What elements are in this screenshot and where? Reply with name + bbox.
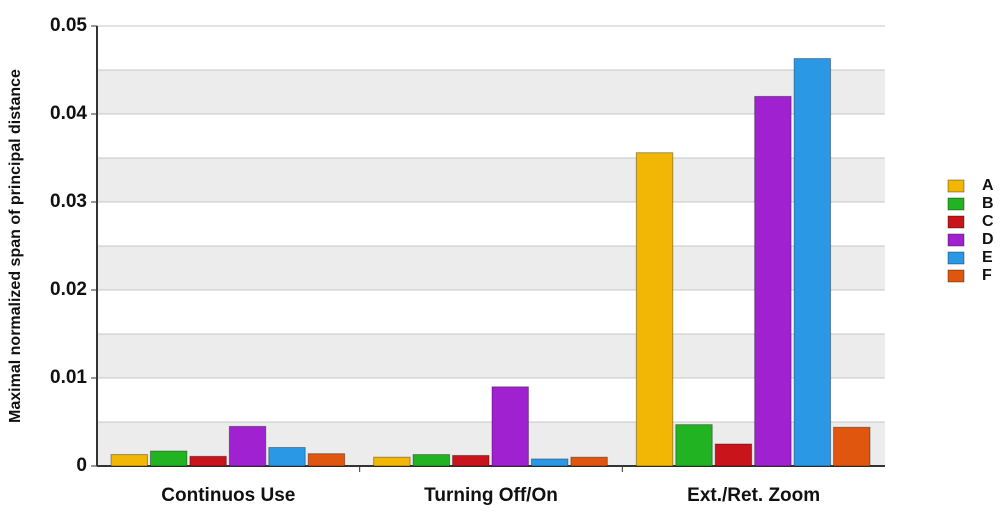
legend-label: B	[982, 195, 994, 212]
x-tick-label: Continuos Use	[161, 485, 295, 506]
bar	[110, 454, 148, 467]
y-axis-label: Maximal normalized span of principal dis…	[7, 69, 24, 423]
legend-label: C	[982, 213, 994, 230]
y-tick-label: 0.04	[50, 103, 87, 124]
x-tick-label: Ext./Ret. Zoom	[687, 485, 820, 506]
bar	[635, 152, 674, 467]
bar	[754, 95, 792, 467]
bar	[793, 58, 832, 467]
grid-band	[97, 70, 885, 114]
legend-label: A	[982, 177, 994, 194]
y-tick-label: 0.01	[50, 367, 87, 388]
bar	[714, 443, 753, 467]
bar	[228, 425, 267, 467]
legend-swatch	[947, 179, 965, 193]
legend-swatch	[947, 269, 965, 283]
legend-swatch	[947, 197, 965, 211]
bar	[675, 424, 713, 467]
grid-band	[97, 246, 885, 290]
y-tick-label: 0	[76, 455, 87, 476]
legend-label: F	[982, 267, 992, 284]
bar	[412, 454, 451, 467]
legend-label: E	[982, 249, 993, 266]
bar	[373, 456, 411, 467]
y-tick-label: 0.05	[50, 15, 87, 36]
legend-swatch	[947, 233, 965, 247]
grid-band	[97, 422, 885, 466]
legend-swatch	[947, 215, 965, 229]
x-tick-label: Turning Off/On	[424, 485, 558, 506]
bar	[833, 426, 871, 467]
bar	[530, 458, 569, 467]
bar	[307, 453, 346, 467]
bar	[189, 455, 227, 467]
bar	[452, 454, 490, 467]
grid-band	[97, 334, 885, 378]
bar	[149, 450, 188, 467]
legend-swatch	[947, 251, 965, 265]
legend-label: D	[982, 231, 994, 248]
y-tick-label: 0.02	[50, 279, 87, 300]
bar	[570, 456, 608, 467]
bar	[491, 386, 529, 467]
bar	[268, 447, 306, 467]
y-tick-label: 0.03	[50, 191, 87, 212]
grid-band	[97, 158, 885, 202]
